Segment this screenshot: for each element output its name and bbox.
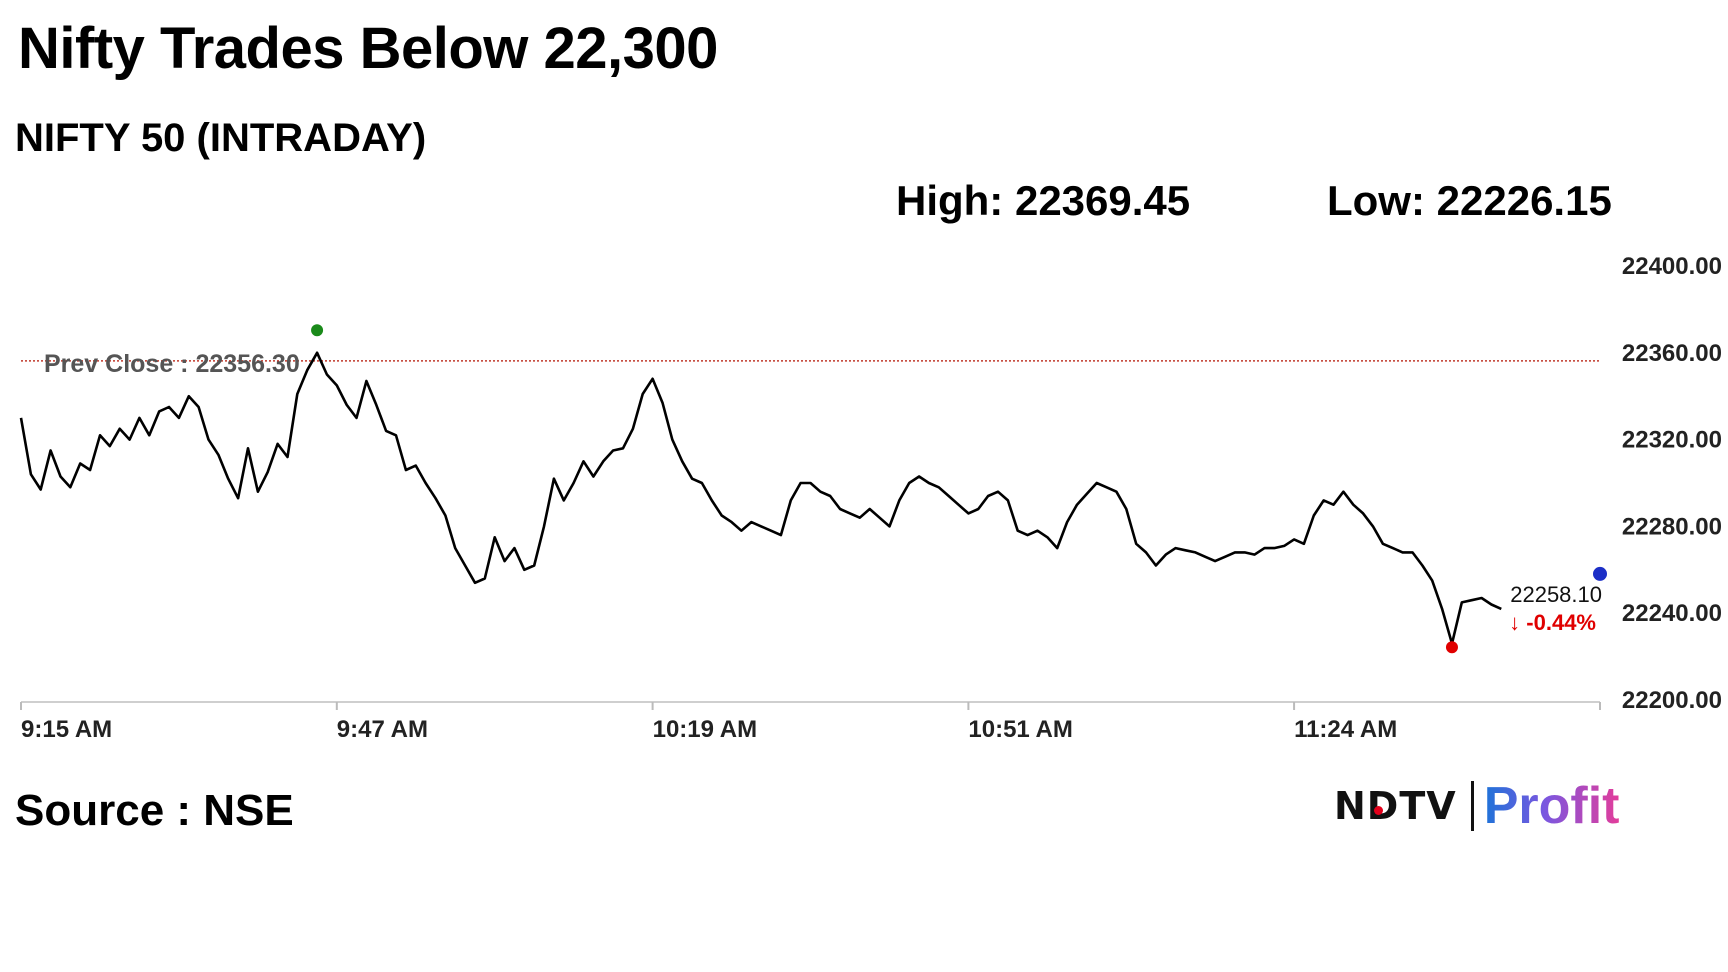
x-tick-label: 9:47 AM: [337, 716, 428, 743]
logo-ndtv-text: NDTV: [1334, 784, 1457, 828]
x-tick-label: 10:19 AM: [653, 716, 757, 743]
last-value-marker: [1593, 566, 1607, 581]
page-headline: Nifty Trades Below 22,300: [18, 16, 718, 81]
price-line: [19, 351, 1502, 645]
logo-red-dot: [1374, 806, 1383, 815]
ndtv-profit-logo: NDTV Profit: [1334, 776, 1619, 836]
y-tick-label: 22400.00: [1622, 253, 1722, 280]
low-stat: Low: 22226.15: [1327, 177, 1612, 224]
last-value-label: 22258.10: [1510, 582, 1602, 607]
y-tick-label: 22280.00: [1622, 513, 1722, 540]
x-tick-label: 11:24 AM: [1294, 716, 1397, 743]
high-marker: [311, 324, 324, 337]
logo-profit-text: Profit: [1483, 777, 1620, 835]
y-tick-label: 22320.00: [1622, 427, 1722, 454]
chart-subtitle: NIFTY 50 (INTRADAY): [15, 116, 427, 160]
y-tick-label: 22360.00: [1622, 340, 1722, 367]
change-label: ↓ -0.44%: [1509, 610, 1596, 635]
source-note: Source : NSE: [15, 786, 294, 835]
low-marker: [1445, 641, 1458, 654]
high-stat: High: 22369.45: [896, 177, 1191, 224]
x-tick-label: 9:15 AM: [21, 716, 112, 743]
prev-close-label: Prev Close : 22356.30: [44, 350, 300, 378]
x-tick-label: 10:51 AM: [968, 716, 1072, 743]
logo-divider: [1470, 781, 1474, 831]
y-tick-label: 22200.00: [1622, 687, 1722, 714]
y-tick-label: 22240.00: [1622, 600, 1722, 627]
